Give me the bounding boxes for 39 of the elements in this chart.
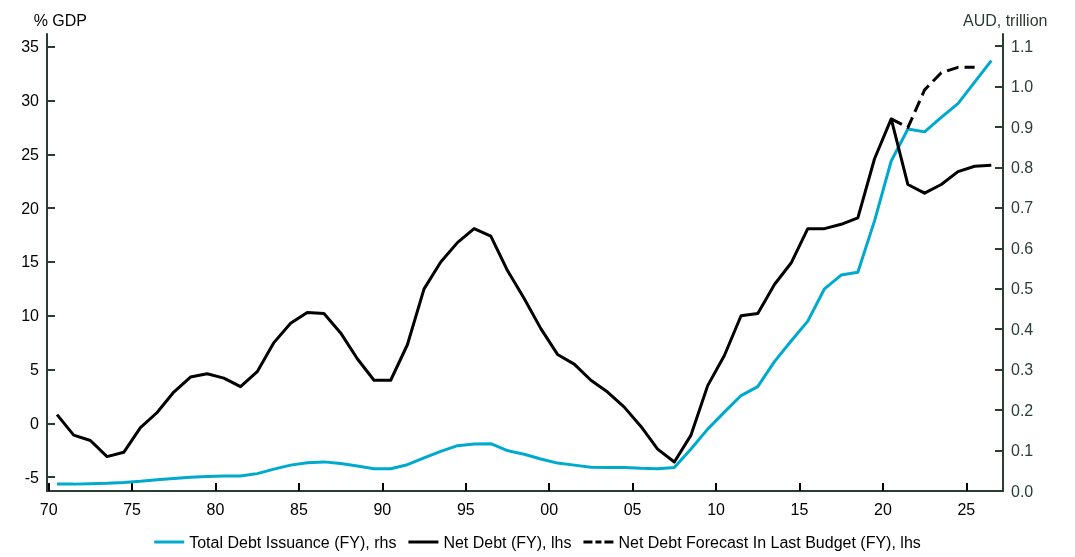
- x-tick-label: 70: [39, 500, 58, 518]
- y-tick-label: -5: [24, 468, 40, 486]
- y2-tick-label: 0.5: [1011, 280, 1034, 298]
- y-tick-label: 15: [21, 253, 40, 271]
- y2-tick-label: 0.7: [1011, 199, 1034, 217]
- y-tick-label: 25: [21, 145, 40, 163]
- y2-tick-label: 1.1: [1011, 37, 1034, 55]
- legend-label: Net Debt Forecast In Last Budget (FY), lhs: [618, 533, 921, 551]
- y2-tick-label: 0.4: [1011, 320, 1034, 338]
- x-tick-label: 15: [790, 500, 809, 518]
- x-tick-label: 10: [707, 500, 726, 518]
- x-tick-label: 20: [873, 500, 892, 518]
- x-tick-label: 25: [957, 500, 976, 518]
- y2-tick-label: 0.6: [1011, 239, 1034, 257]
- x-tick-label: 00: [540, 500, 559, 518]
- line-series: [55, 59, 993, 486]
- y-tick-label: 30: [21, 92, 40, 110]
- legend-label: Net Debt (FY), lhs: [443, 533, 572, 551]
- y-axis-title: % GDP: [33, 11, 87, 29]
- y-tick-label: 0: [30, 414, 40, 432]
- y2-tick-label: 0.0: [1011, 482, 1034, 500]
- x-tick-label: 90: [373, 500, 392, 518]
- x-tick-label: 85: [290, 500, 308, 518]
- y2-axis-title: AUD, trillion: [963, 11, 1048, 29]
- y-tick-label: 20: [21, 199, 40, 217]
- y2-tick-label: 0.8: [1011, 158, 1034, 176]
- x-tick-label: 75: [123, 500, 142, 518]
- legend-label: Total Debt Issuance (FY), rhs: [189, 533, 397, 551]
- y-tick-label: 35: [21, 38, 40, 56]
- y2-tick-label: 0.1: [1011, 442, 1034, 460]
- x-tick-label: 95: [456, 500, 475, 518]
- x-tick-label: 80: [206, 500, 225, 518]
- y2-tick-label: 0.2: [1011, 401, 1034, 419]
- y2-tick-label: 0.3: [1011, 361, 1034, 379]
- y-tick-label: 10: [21, 307, 40, 325]
- y-tick-label: 5: [30, 360, 40, 378]
- x-tick-label: 05: [623, 500, 642, 518]
- y2-tick-label: 0.9: [1011, 118, 1034, 136]
- y2-tick-label: 1.0: [1011, 78, 1034, 96]
